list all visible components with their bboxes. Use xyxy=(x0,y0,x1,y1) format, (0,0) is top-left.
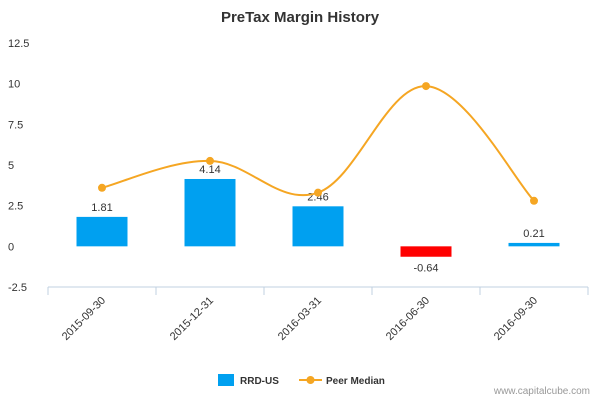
bar-data-label: 4.14 xyxy=(199,164,220,176)
chart-title: PreTax Margin History xyxy=(221,9,380,26)
peer-median-marker xyxy=(530,196,538,205)
y-tick-label: 10 xyxy=(8,79,20,91)
x-tick-label: 2016-06-30 xyxy=(384,295,432,343)
bar-data-label: 1.81 xyxy=(91,202,112,214)
x-axis-ticks: 2015-09-30 2015-12-31 2016-03-31 2016-06-30… xyxy=(47,287,589,343)
peer-median-marker xyxy=(422,82,430,91)
bar xyxy=(508,242,560,247)
peer-median-marker xyxy=(98,183,106,192)
line-series xyxy=(98,82,538,205)
legend-label-peer-median: Peer Median xyxy=(326,376,385,387)
bar-series xyxy=(76,178,560,257)
legend-swatch-rrd-us xyxy=(218,374,234,386)
y-tick-label: -2.5 xyxy=(8,282,27,294)
x-tick-label: 2015-12-31 xyxy=(168,295,216,343)
y-tick-label: 0 xyxy=(8,241,14,253)
y-tick-label: 5 xyxy=(8,160,14,172)
bar xyxy=(292,206,344,247)
legend: RRD-US Peer Median xyxy=(218,374,385,387)
x-tick-label: 2015-09-30 xyxy=(60,295,108,343)
x-tick-label: 2016-03-31 xyxy=(276,295,324,343)
credit-text: www.capitalcube.com xyxy=(493,386,590,397)
peer-median-marker xyxy=(206,156,214,165)
peer-median-line xyxy=(101,85,535,202)
bar-data-label: 0.21 xyxy=(523,228,544,240)
peer-median-marker xyxy=(314,188,322,197)
bar xyxy=(76,216,128,247)
legend-label-rrd-us: RRD-US xyxy=(240,376,279,387)
legend-swatch-peer-median-marker xyxy=(306,376,315,384)
y-tick-label: 2.5 xyxy=(8,201,23,213)
y-axis-ticks: 12.5 10 7.5 5 2.5 0 -2.5 xyxy=(8,38,29,294)
bar-data-label: -0.64 xyxy=(413,263,438,275)
y-tick-label: 12.5 xyxy=(8,38,29,50)
bar-data-labels: 1.814.142.46-0.640.21 xyxy=(91,164,544,275)
bar xyxy=(184,178,236,247)
x-tick-label: 2016-09-30 xyxy=(492,295,540,343)
bar xyxy=(400,246,452,257)
y-tick-label: 7.5 xyxy=(8,119,23,131)
